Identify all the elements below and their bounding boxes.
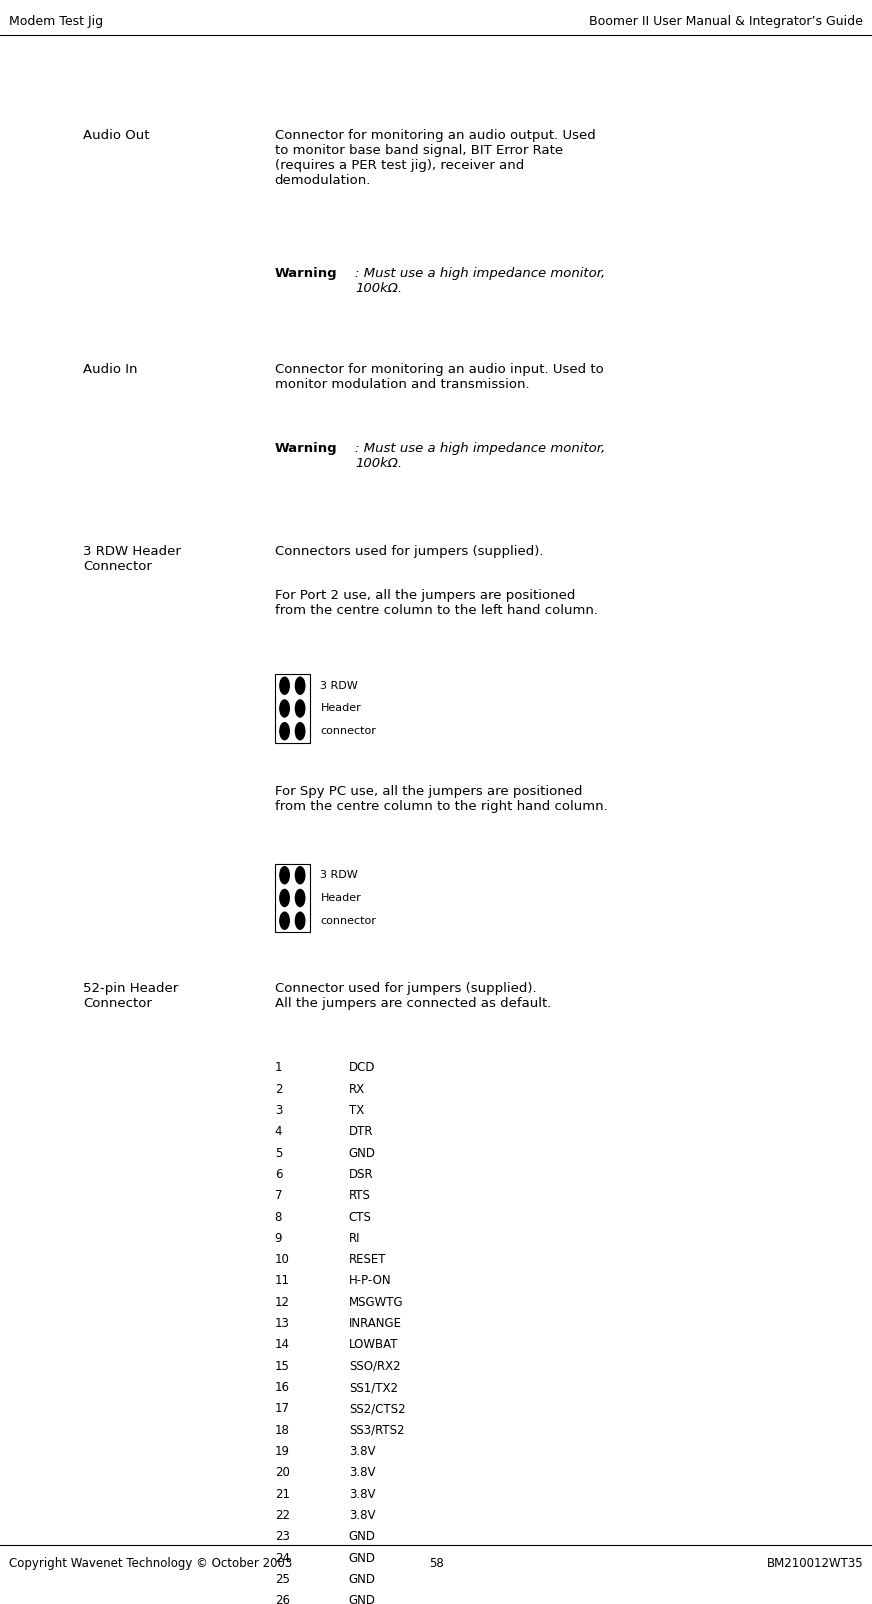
Text: 3.8V: 3.8V xyxy=(349,1445,375,1458)
FancyBboxPatch shape xyxy=(275,674,310,743)
Text: 17: 17 xyxy=(275,1402,290,1415)
Text: 10: 10 xyxy=(275,1253,290,1266)
Text: Copyright Wavenet Technology © October 2003: Copyright Wavenet Technology © October 2… xyxy=(9,1557,292,1570)
Text: 2: 2 xyxy=(275,1083,283,1096)
Circle shape xyxy=(296,699,305,717)
Text: 22: 22 xyxy=(275,1509,290,1522)
Text: 21: 21 xyxy=(275,1487,290,1501)
Text: 18: 18 xyxy=(275,1424,290,1437)
Text: 7: 7 xyxy=(275,1189,283,1201)
Text: 8: 8 xyxy=(275,1211,282,1224)
Circle shape xyxy=(280,723,290,739)
Text: TX: TX xyxy=(349,1104,364,1116)
Text: : Must use a high impedance monitor,
100kΩ.: : Must use a high impedance monitor, 100… xyxy=(355,266,605,295)
Text: Warning: Warning xyxy=(275,266,337,279)
Text: 12: 12 xyxy=(275,1296,290,1309)
Text: GND: GND xyxy=(349,1551,376,1564)
Text: 58: 58 xyxy=(429,1557,443,1570)
FancyBboxPatch shape xyxy=(275,865,310,932)
Circle shape xyxy=(280,677,290,695)
Text: 3.8V: 3.8V xyxy=(349,1466,375,1479)
Text: DSR: DSR xyxy=(349,1168,373,1181)
Text: 15: 15 xyxy=(275,1360,290,1373)
Text: SSO/RX2: SSO/RX2 xyxy=(349,1360,400,1373)
Text: Audio Out: Audio Out xyxy=(83,130,149,143)
Text: Connector for monitoring an audio input. Used to
monitor modulation and transmis: Connector for monitoring an audio input.… xyxy=(275,363,603,391)
Text: 23: 23 xyxy=(275,1530,290,1543)
Circle shape xyxy=(280,866,290,884)
Text: Connector for monitoring an audio output. Used
to monitor base band signal, BIT : Connector for monitoring an audio output… xyxy=(275,130,596,188)
Text: Warning: Warning xyxy=(275,443,337,456)
Text: GND: GND xyxy=(349,1574,376,1586)
Text: 5: 5 xyxy=(275,1147,282,1160)
Text: 3 RDW: 3 RDW xyxy=(321,871,358,881)
Text: connector: connector xyxy=(321,916,377,926)
Text: 1: 1 xyxy=(275,1062,283,1075)
Text: INRANGE: INRANGE xyxy=(349,1317,402,1330)
Text: RESET: RESET xyxy=(349,1253,386,1266)
Text: RTS: RTS xyxy=(349,1189,371,1201)
Text: 26: 26 xyxy=(275,1594,290,1604)
Text: 3: 3 xyxy=(275,1104,282,1116)
Text: GND: GND xyxy=(349,1530,376,1543)
Text: 11: 11 xyxy=(275,1275,290,1288)
Text: CTS: CTS xyxy=(349,1211,371,1224)
Text: For Spy PC use, all the jumpers are positioned
from the centre column to the rig: For Spy PC use, all the jumpers are posi… xyxy=(275,784,608,813)
Text: H-P-ON: H-P-ON xyxy=(349,1275,392,1288)
Text: LOWBAT: LOWBAT xyxy=(349,1338,399,1352)
Text: 4: 4 xyxy=(275,1126,283,1139)
Text: For Port 2 use, all the jumpers are positioned
from the centre column to the lef: For Port 2 use, all the jumpers are posi… xyxy=(275,589,597,618)
Circle shape xyxy=(280,890,290,906)
Circle shape xyxy=(280,913,290,929)
Text: Boomer II User Manual & Integrator’s Guide: Boomer II User Manual & Integrator’s Gui… xyxy=(589,16,863,29)
Text: 3.8V: 3.8V xyxy=(349,1509,375,1522)
Text: 19: 19 xyxy=(275,1445,290,1458)
Text: RI: RI xyxy=(349,1232,360,1245)
Circle shape xyxy=(296,677,305,695)
Text: 25: 25 xyxy=(275,1574,290,1586)
Text: RX: RX xyxy=(349,1083,364,1096)
Text: 3 RDW: 3 RDW xyxy=(321,680,358,691)
Text: 16: 16 xyxy=(275,1381,290,1394)
Text: 9: 9 xyxy=(275,1232,283,1245)
Text: Connector used for jumpers (supplied).
All the jumpers are connected as default.: Connector used for jumpers (supplied). A… xyxy=(275,982,551,1011)
Text: DTR: DTR xyxy=(349,1126,373,1139)
Text: Modem Test Jig: Modem Test Jig xyxy=(9,16,103,29)
Circle shape xyxy=(296,723,305,739)
Text: Header: Header xyxy=(321,893,361,903)
Text: SS3/RTS2: SS3/RTS2 xyxy=(349,1424,405,1437)
Text: 52-pin Header
Connector: 52-pin Header Connector xyxy=(83,982,178,1011)
Text: GND: GND xyxy=(349,1147,376,1160)
Text: MSGWTG: MSGWTG xyxy=(349,1296,404,1309)
Circle shape xyxy=(296,913,305,929)
Text: 24: 24 xyxy=(275,1551,290,1564)
Text: 20: 20 xyxy=(275,1466,290,1479)
Text: Connectors used for jumpers (supplied).: Connectors used for jumpers (supplied). xyxy=(275,545,543,558)
Text: DCD: DCD xyxy=(349,1062,375,1075)
Text: BM210012WT35: BM210012WT35 xyxy=(766,1557,863,1570)
Circle shape xyxy=(296,890,305,906)
Text: connector: connector xyxy=(321,727,377,736)
Text: Header: Header xyxy=(321,704,361,714)
Text: SS2/CTS2: SS2/CTS2 xyxy=(349,1402,405,1415)
Text: 6: 6 xyxy=(275,1168,283,1181)
Text: 13: 13 xyxy=(275,1317,290,1330)
Circle shape xyxy=(296,866,305,884)
Text: GND: GND xyxy=(349,1594,376,1604)
Text: 3.8V: 3.8V xyxy=(349,1487,375,1501)
Circle shape xyxy=(280,699,290,717)
Text: Audio In: Audio In xyxy=(83,363,138,377)
Text: 14: 14 xyxy=(275,1338,290,1352)
Text: 3 RDW Header
Connector: 3 RDW Header Connector xyxy=(83,545,181,573)
Text: : Must use a high impedance monitor,
100kΩ.: : Must use a high impedance monitor, 100… xyxy=(355,443,605,470)
Text: SS1/TX2: SS1/TX2 xyxy=(349,1381,398,1394)
